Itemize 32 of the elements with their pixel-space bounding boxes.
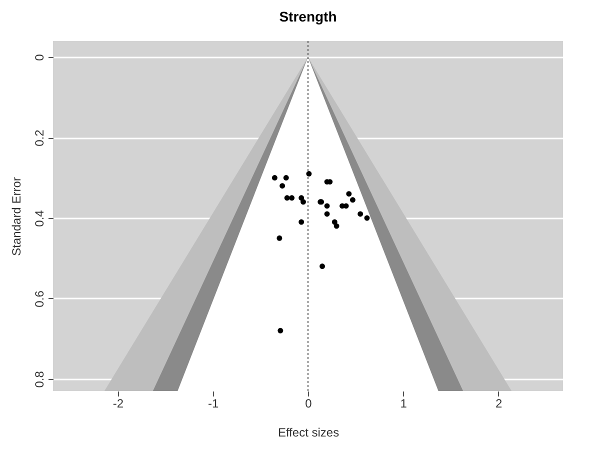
point: [364, 215, 370, 221]
x-tick-label: 0: [305, 396, 312, 410]
point: [278, 328, 284, 334]
x-tick-label: 2: [495, 396, 502, 410]
point: [284, 195, 290, 201]
point: [346, 191, 352, 197]
point: [324, 203, 330, 209]
point: [324, 211, 330, 217]
point: [306, 171, 312, 176]
point: [280, 183, 286, 189]
point: [272, 175, 278, 181]
point: [283, 175, 289, 181]
y-tick-label: 0: [32, 54, 46, 61]
y-tick-label: 0.6: [32, 290, 46, 308]
x-tick-label: -1: [208, 396, 220, 410]
point: [276, 235, 282, 241]
point: [358, 211, 364, 217]
point: [298, 195, 304, 201]
x-axis-title: Effect sizes: [278, 426, 340, 440]
point: [300, 199, 306, 205]
point: [298, 219, 304, 225]
x-tick-label: 1: [400, 396, 408, 410]
y-axis-title: Standard Error: [10, 177, 24, 256]
chart-title: Strength: [279, 8, 337, 24]
y-tick-label: 0.8: [32, 370, 46, 388]
point: [320, 264, 326, 270]
point: [289, 195, 295, 201]
point: [334, 223, 340, 229]
y-tick-label: 0.4: [32, 210, 46, 227]
point: [350, 197, 356, 203]
y-tick-label: 0.2: [32, 129, 46, 146]
x-tick-label: -2: [112, 396, 124, 410]
